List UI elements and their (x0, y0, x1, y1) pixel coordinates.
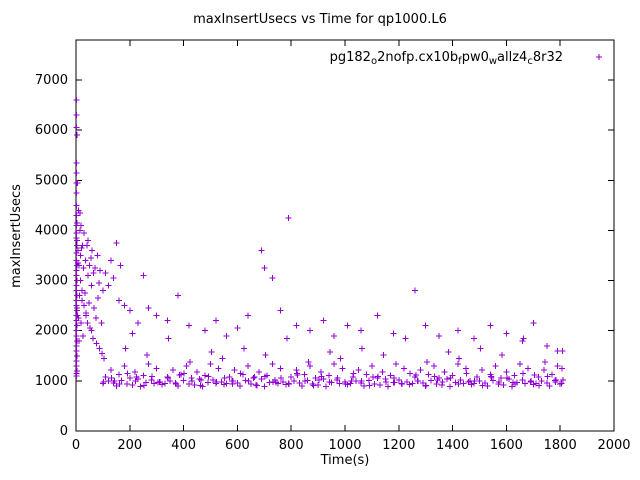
axis-ticks (75, 40, 615, 432)
y-tick-label: 5000 (35, 173, 68, 188)
x-tick-label: 2000 (597, 438, 630, 453)
x-tick-label: 0 (72, 438, 80, 453)
y-tick-label: 2000 (35, 324, 68, 339)
x-tick-label: 1400 (436, 438, 469, 453)
legend-marker-plus-icon (596, 54, 602, 60)
axis-tick-labels: 0 200 400 600 800 1000 1200 1400 1600 1800 2000 0 10… (35, 73, 631, 453)
y-tick-label: 3000 (35, 274, 68, 289)
x-tick-label: 600 (225, 438, 250, 453)
x-tick-label: 800 (279, 438, 304, 453)
plot-border (75, 39, 615, 432)
x-tick-label: 400 (171, 438, 196, 453)
legend: pg182o2nofp.cx10bfpw0wallz4c8r32 (330, 50, 602, 67)
y-tick-label: 4000 (35, 223, 68, 238)
data-points-series (73, 97, 566, 390)
y-tick-label: 0 (60, 424, 68, 439)
y-axis-label: maxInsertUsecs (9, 184, 24, 288)
legend-label: pg182o2nofp.cx10bfpw0wallz4c8r32 (330, 50, 563, 67)
y-tick-label: 7000 (35, 73, 68, 88)
x-tick-label: 1800 (544, 438, 577, 453)
y-tick-label: 6000 (35, 123, 68, 138)
x-tick-label: 200 (117, 438, 142, 453)
x-axis-label: Time(s) (320, 453, 370, 468)
chart-title: maxInsertUsecs vs Time for qp1000.L6 (193, 12, 447, 27)
y-tick-label: 1000 (35, 374, 68, 389)
x-tick-label: 1000 (328, 438, 361, 453)
x-tick-label: 1200 (382, 438, 415, 453)
x-tick-label: 1600 (490, 438, 523, 453)
